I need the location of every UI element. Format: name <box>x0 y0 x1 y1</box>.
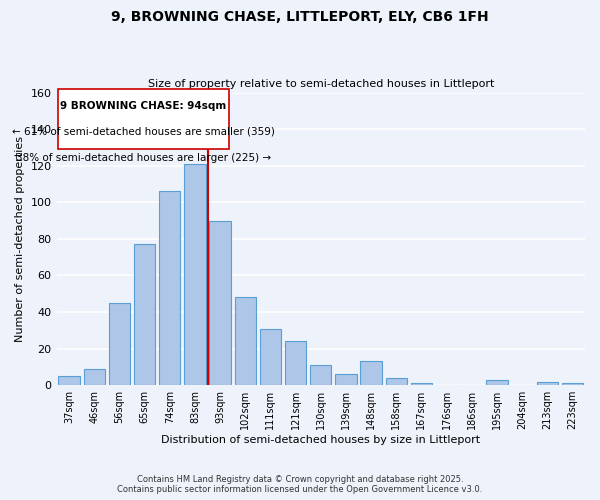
Bar <box>335 374 356 385</box>
Bar <box>310 365 331 385</box>
X-axis label: Distribution of semi-detached houses by size in Littleport: Distribution of semi-detached houses by … <box>161 435 481 445</box>
Bar <box>260 328 281 385</box>
Title: Size of property relative to semi-detached houses in Littleport: Size of property relative to semi-detach… <box>148 79 494 89</box>
Bar <box>83 368 105 385</box>
Bar <box>486 380 508 385</box>
Text: Contains public sector information licensed under the Open Government Licence v3: Contains public sector information licen… <box>118 486 482 494</box>
Bar <box>536 382 558 385</box>
Text: 9 BROWNING CHASE: 94sqm: 9 BROWNING CHASE: 94sqm <box>60 100 226 110</box>
Text: Contains HM Land Registry data © Crown copyright and database right 2025.: Contains HM Land Registry data © Crown c… <box>137 476 463 484</box>
Bar <box>184 164 206 385</box>
Bar <box>109 303 130 385</box>
Text: 9, BROWNING CHASE, LITTLEPORT, ELY, CB6 1FH: 9, BROWNING CHASE, LITTLEPORT, ELY, CB6 … <box>111 10 489 24</box>
Bar <box>285 342 307 385</box>
Bar <box>386 378 407 385</box>
Bar <box>134 244 155 385</box>
Bar <box>411 384 432 385</box>
FancyBboxPatch shape <box>58 89 229 150</box>
Bar <box>361 362 382 385</box>
Bar <box>235 298 256 385</box>
Bar <box>159 192 181 385</box>
Bar <box>58 376 80 385</box>
Bar <box>209 220 231 385</box>
Text: 38% of semi-detached houses are larger (225) →: 38% of semi-detached houses are larger (… <box>16 154 271 164</box>
Text: ← 61% of semi-detached houses are smaller (359): ← 61% of semi-detached houses are smalle… <box>12 127 275 137</box>
Y-axis label: Number of semi-detached properties: Number of semi-detached properties <box>15 136 25 342</box>
Bar <box>562 384 583 385</box>
